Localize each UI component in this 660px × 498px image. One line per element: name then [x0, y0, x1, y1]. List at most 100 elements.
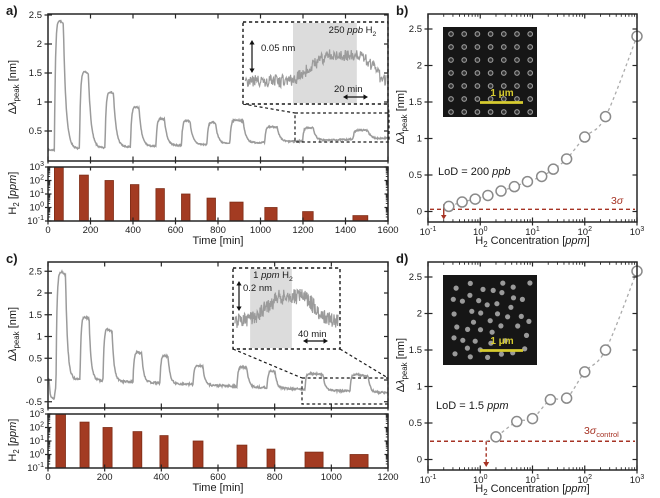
close: ] [6, 418, 19, 422]
h: H [475, 235, 484, 247]
h2-pulse-bar [55, 413, 66, 469]
nanoparticle-dot [500, 57, 507, 63]
nanoparticle-dot [510, 295, 517, 301]
nanoparticle-dot [467, 354, 473, 360]
nanoparticle-dot [527, 57, 534, 63]
svg-text:1: 1 [417, 382, 422, 393]
lod-arrowhead [483, 462, 490, 467]
nanoparticle-dot [476, 298, 482, 304]
threshold-label-b: 3σ [611, 195, 623, 207]
nanoparticle-dot [488, 340, 494, 346]
nanoparticle-dot [474, 109, 481, 115]
nanoparticle-dot [490, 287, 496, 293]
lod-text: LoD = 200 [438, 166, 493, 178]
units: [nm] [394, 89, 407, 115]
h2-pulse-bar [132, 431, 143, 469]
num: 3 [611, 195, 617, 207]
nanoparticle-dot [500, 280, 506, 286]
svg-text:101: 101 [30, 188, 45, 200]
data-point [547, 163, 560, 175]
h2-pulse-bar [236, 444, 248, 469]
svg-text:103: 103 [30, 161, 45, 173]
svg-text:10-1: 10-1 [27, 215, 44, 227]
lod-unit: ppm [487, 400, 509, 412]
inset-a-title: 250 ppb H2 [305, 25, 400, 38]
nanoparticle-dot [526, 318, 532, 324]
nanoparticle-dot [527, 280, 533, 286]
svg-text:0: 0 [417, 207, 422, 218]
nanoparticle-dot [467, 280, 473, 286]
svg-text:0.5: 0.5 [409, 170, 422, 181]
nanoparticle-dot [474, 96, 481, 102]
nanoparticle-dot [499, 290, 505, 296]
nanoparticle-dot [474, 70, 481, 76]
nanoparticle-dot [500, 109, 507, 115]
h2-pulse-bar [155, 188, 165, 222]
threshold-label-d: 3σcontrol [584, 425, 619, 439]
lambda-sub: peak [400, 362, 410, 380]
nanoparticle-dot [498, 351, 504, 357]
svg-text:10-1: 10-1 [27, 462, 44, 474]
svg-text:800: 800 [210, 225, 226, 236]
sigma: σ [589, 425, 597, 437]
h-sub: 2 [12, 202, 22, 207]
nanoparticle-dot [461, 70, 468, 76]
nanoparticle-dot [448, 96, 454, 102]
svg-text:102: 102 [30, 175, 45, 187]
nanoparticle-dot [502, 338, 508, 344]
h2-pulse-bar [266, 448, 276, 469]
svg-text:1400: 1400 [335, 225, 356, 236]
unit: ppm [565, 235, 587, 247]
lambda-sub: peak [12, 331, 22, 349]
h2-pulse-bar [352, 215, 369, 222]
h-sub: 2 [483, 488, 488, 498]
panel-label-d: d) [396, 251, 409, 266]
svg-text:1600: 1600 [377, 225, 398, 236]
svg-text:1000: 1000 [250, 225, 271, 236]
nanoparticle-dot [451, 335, 457, 341]
svg-text:1.5: 1.5 [29, 68, 42, 79]
nanoparticle-dot [480, 286, 486, 292]
sigma-sub: control [596, 430, 619, 440]
gas: H [279, 270, 290, 281]
nanoparticle-dot [514, 44, 520, 50]
nanoparticle-dot [448, 70, 454, 76]
h2-pulse-bar [349, 454, 369, 469]
open: [ [6, 443, 19, 450]
nanoparticle-dot [461, 31, 468, 37]
lambda: λ [6, 101, 19, 107]
nanoparticle-dot [514, 109, 520, 115]
h2-pulse-bar [54, 166, 64, 222]
nanoparticle-dot [485, 354, 491, 360]
panel-label-c: c) [6, 251, 18, 266]
nanoparticle-dot [527, 31, 534, 37]
svg-text:2: 2 [37, 288, 42, 299]
nanoparticle-dot [487, 31, 494, 37]
lod-arrowhead [440, 215, 447, 220]
nanoparticle-dot [527, 70, 534, 76]
sensor-response-trace [48, 19, 388, 153]
data-point [482, 189, 494, 202]
x-axis-title-b: H2 Concentration [ppm] [428, 235, 637, 249]
gas-sub: 2 [372, 30, 377, 38]
svg-text:0: 0 [45, 472, 50, 483]
nanoparticle-dot [527, 109, 534, 115]
nanoparticle-dot [477, 327, 484, 333]
conc: 1 [253, 270, 262, 281]
svg-text:2.5: 2.5 [29, 266, 42, 277]
units: [nm] [6, 306, 19, 332]
nanoparticle-dot [472, 338, 478, 344]
nanoparticle-dot [474, 31, 481, 37]
x-axis-title-a: Time [min] [192, 235, 244, 247]
gas-sub: 2 [289, 275, 293, 283]
svg-text:2: 2 [417, 61, 422, 72]
h2-pulse-bar [229, 201, 244, 222]
nanoparticle-dot [487, 83, 494, 89]
data-point [521, 175, 534, 188]
nanoparticle-dot [523, 332, 530, 338]
nanoparticle-dot [500, 83, 507, 89]
exposure-shade [293, 23, 357, 103]
nanoparticle-dot [461, 109, 468, 115]
mid: Concentration [ [487, 235, 566, 247]
